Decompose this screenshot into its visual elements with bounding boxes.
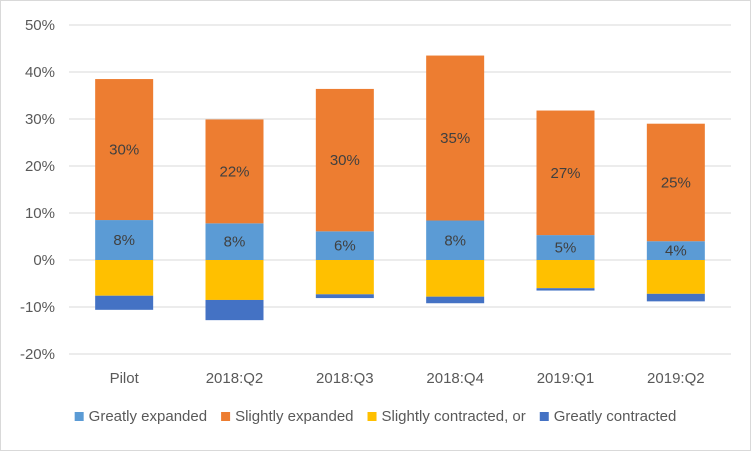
y-tick-label: 50%	[25, 17, 55, 34]
legend-item-label: Slightly expanded	[235, 408, 353, 425]
bar-segment	[205, 260, 264, 300]
bar-segment	[646, 260, 705, 294]
legend-item-label: Greatly contracted	[554, 408, 677, 425]
bar-segment	[95, 260, 154, 296]
x-axis-tick-labels: Pilot 2018:Q2 2018:Q3 2018:Q4 2019:Q1 2019:Q2	[110, 370, 705, 387]
data-label: 5%	[555, 240, 577, 257]
bar-segment	[426, 55, 485, 221]
legend-swatch	[539, 412, 549, 421]
data-label: 22%	[219, 163, 249, 180]
bar-segment	[205, 119, 264, 224]
y-axis-tick-labels: -20% -10% 0% 10% 20% 30% 40% 50%	[20, 17, 55, 363]
data-label: 27%	[550, 165, 580, 182]
data-label: 4%	[665, 243, 687, 260]
bar-segment	[95, 79, 154, 221]
bar-segment	[315, 231, 374, 260]
y-tick-label: 30%	[25, 111, 55, 128]
x-tick-label: 2018:Q3	[316, 370, 374, 387]
legend-swatch	[221, 412, 231, 421]
bar-segment	[315, 294, 374, 299]
bar-segment	[205, 299, 264, 321]
y-tick-label: 20%	[25, 158, 55, 175]
x-tick-label: 2019:Q2	[647, 370, 705, 387]
data-labels: 8% 30% 8% 22% 6% 30% 8% 35% 5% 27% 4% 25%	[109, 130, 691, 260]
data-label: 6%	[334, 238, 356, 255]
bar-segment	[646, 123, 705, 242]
bar-segment	[95, 295, 154, 310]
bar-segment	[426, 220, 485, 260]
x-tick-label: 2018:Q4	[426, 370, 484, 387]
data-label: 8%	[224, 234, 246, 251]
gridlines	[69, 24, 731, 355]
data-label: 8%	[113, 232, 135, 249]
data-label: 35%	[440, 130, 470, 147]
data-label: 30%	[109, 142, 139, 159]
bar-segment	[426, 260, 485, 297]
bar-segment	[426, 296, 485, 304]
bar-segment	[315, 260, 374, 295]
bar-segment	[536, 235, 595, 260]
x-tick-label: 2019:Q1	[537, 370, 595, 387]
bar-segment	[536, 260, 595, 289]
bar-segment	[536, 288, 595, 291]
legend-item-label: Slightly contracted, or	[382, 408, 526, 425]
x-tick-label: Pilot	[110, 370, 140, 387]
y-tick-label: -20%	[20, 346, 55, 363]
bar-segment	[315, 88, 374, 232]
x-tick-label: 2018:Q2	[206, 370, 264, 387]
legend-swatch	[74, 412, 84, 421]
data-label: 25%	[661, 174, 691, 191]
legend-swatch	[367, 412, 377, 421]
bar-segment	[646, 293, 705, 302]
bars	[95, 55, 705, 321]
bar-segment	[205, 223, 264, 260]
bar-segment	[95, 220, 154, 260]
data-label: 30%	[330, 152, 360, 169]
y-tick-label: 10%	[25, 205, 55, 222]
data-label: 8%	[444, 232, 466, 249]
legend-item-label: Greatly expanded	[89, 408, 207, 425]
y-tick-label: -10%	[20, 299, 55, 316]
bar-segment	[646, 241, 705, 260]
bar-segment	[536, 110, 595, 236]
y-tick-label: 0%	[33, 252, 55, 269]
legend: Greatly expanded Slightly expanded Slightl…	[74, 408, 677, 425]
y-tick-label: 40%	[25, 64, 55, 81]
